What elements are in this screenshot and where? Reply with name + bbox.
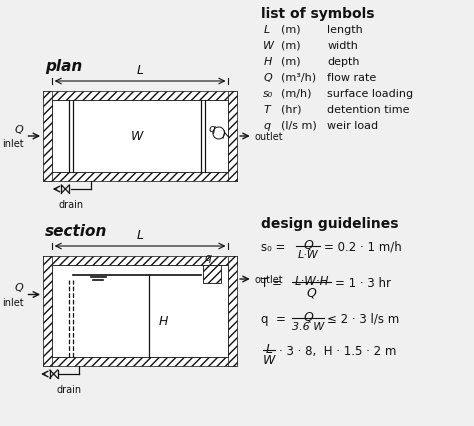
Text: L: L (264, 25, 270, 35)
Text: W: W (264, 41, 274, 51)
Text: (m/h): (m/h) (281, 89, 311, 99)
Text: list of symbols: list of symbols (261, 7, 375, 21)
Bar (43, 92, 237, 101)
Text: (m): (m) (281, 57, 301, 67)
Text: W: W (131, 130, 143, 143)
Text: depth: depth (328, 57, 360, 67)
Bar (52, 101, 228, 173)
Text: q: q (264, 121, 271, 131)
Text: outlet: outlet (255, 132, 283, 142)
Text: q: q (209, 124, 216, 134)
Text: L: L (137, 228, 144, 242)
Text: Q: Q (15, 283, 24, 293)
Text: Q: Q (303, 239, 313, 251)
Text: (l/s m): (l/s m) (281, 121, 317, 131)
Text: drain: drain (57, 384, 82, 394)
Text: Q: Q (264, 73, 272, 83)
Text: W: W (263, 353, 275, 366)
Text: plan: plan (45, 59, 82, 74)
Text: · 3 · 8,  H · 1.5 · 2 m: · 3 · 8, H · 1.5 · 2 m (279, 344, 396, 357)
Text: s₀: s₀ (264, 89, 273, 99)
Text: T =: T = (261, 276, 283, 289)
Bar (43, 92, 52, 181)
Text: inlet: inlet (2, 139, 24, 149)
Text: (hr): (hr) (281, 105, 301, 115)
Text: Q: Q (15, 125, 24, 135)
Bar (228, 256, 237, 366)
Text: section: section (45, 224, 107, 239)
Text: width: width (328, 41, 358, 51)
Text: flow rate: flow rate (328, 73, 377, 83)
Text: L·W: L·W (298, 249, 319, 259)
Text: (m): (m) (281, 25, 301, 35)
Text: = 1 · 3 hr: = 1 · 3 hr (335, 276, 391, 289)
Text: (m³/h): (m³/h) (281, 73, 316, 83)
Text: s₀ =: s₀ = (261, 240, 286, 253)
Text: inlet: inlet (2, 297, 24, 307)
Text: drain: drain (59, 199, 84, 210)
Bar (43, 256, 52, 366)
Text: design guidelines: design guidelines (261, 216, 399, 230)
Bar (43, 256, 237, 265)
Text: ≤ 2 · 3 l/s m: ≤ 2 · 3 l/s m (328, 312, 400, 325)
Bar (43, 173, 237, 181)
Text: weir load: weir load (328, 121, 379, 131)
Text: q  =: q = (261, 312, 286, 325)
Text: Q: Q (303, 310, 313, 323)
Text: 3.6 W: 3.6 W (292, 321, 324, 331)
Bar (203, 265, 220, 283)
Bar (52, 265, 228, 357)
Text: H: H (159, 315, 168, 328)
Bar (43, 357, 237, 366)
Text: = 0.2 · 1 m/h: = 0.2 · 1 m/h (324, 240, 401, 253)
Text: Q: Q (307, 285, 317, 298)
Text: detention time: detention time (328, 105, 410, 115)
Text: T: T (264, 105, 270, 115)
Text: outlet: outlet (255, 274, 283, 284)
Text: L: L (265, 342, 273, 355)
Bar (228, 92, 237, 181)
Text: H: H (264, 57, 272, 67)
Text: L: L (137, 64, 144, 77)
Text: (m): (m) (281, 41, 301, 51)
Text: length: length (328, 25, 363, 35)
Text: L·W·H: L·W·H (295, 274, 329, 287)
Text: surface loading: surface loading (328, 89, 413, 99)
Text: q: q (204, 253, 211, 262)
